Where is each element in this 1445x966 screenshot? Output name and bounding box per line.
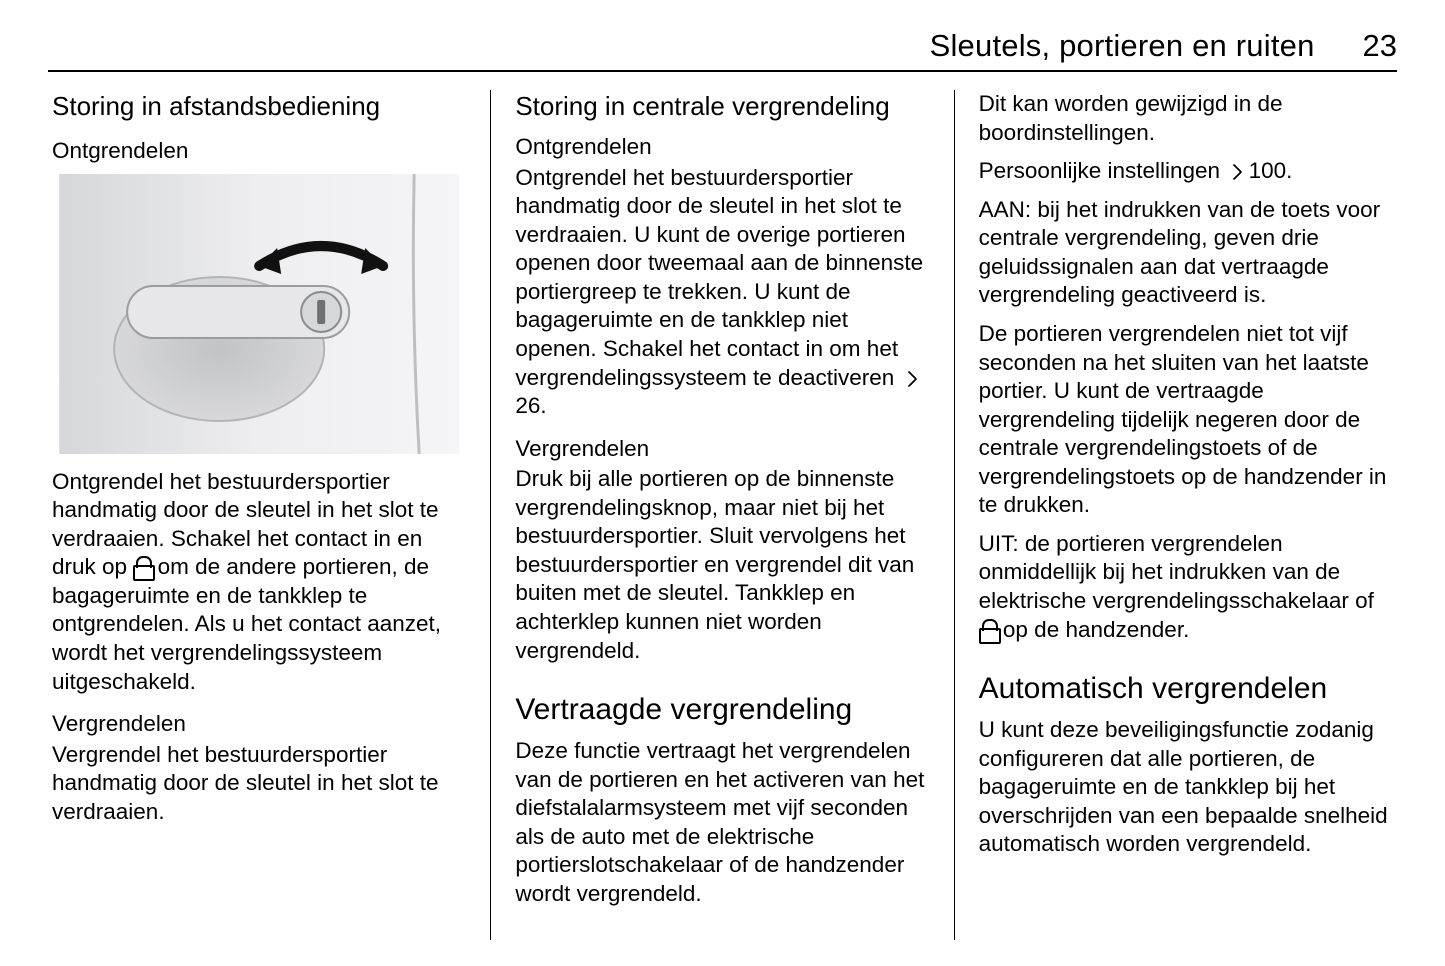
- text: 26.: [515, 393, 546, 418]
- col1-para-lock: Vergrendel het bestuurdersportier handma…: [52, 741, 466, 827]
- col3-para-settings: Dit kan worden gewijzigd in de boordinst…: [979, 90, 1393, 147]
- chapter-title: Sleutels, portieren en ruiten: [930, 28, 1315, 64]
- text: Ontgrendel het bestuurdersportier handma…: [515, 165, 923, 390]
- col3-para-personal: Persoonlijke instellingen 100.: [979, 157, 1393, 186]
- door-handle-figure: [52, 174, 466, 454]
- col2-sub-lock: Vergrendelen: [515, 435, 929, 464]
- text: Persoonlijke instellingen: [979, 158, 1227, 183]
- text: op de handzender.: [997, 617, 1190, 642]
- lock-icon: [133, 556, 151, 578]
- col3-para-off: UIT: de portieren vergrendelen onmiddell…: [979, 530, 1393, 644]
- col3-para-delay: De portieren vergrendelen niet tot vijf …: [979, 320, 1393, 520]
- col1-sub-unlock: Ontgrendelen: [52, 137, 466, 166]
- col3-section-auto: Automatisch vergrendelen: [979, 670, 1393, 708]
- col1-heading: Storing in afstandsbediening: [52, 90, 466, 123]
- col3-para-on: AAN: bij het indrukken van de toets voor…: [979, 196, 1393, 310]
- column-3: Dit kan worden gewijzigd in de boordinst…: [954, 90, 1397, 940]
- page-header: Sleutels, portieren en ruiten 23: [48, 28, 1397, 72]
- column-1: Storing in afstandsbediening Ontgrendele…: [48, 90, 490, 940]
- reference-arrow-icon: [1226, 164, 1242, 180]
- manual-page: Sleutels, portieren en ruiten 23 Storing…: [0, 0, 1445, 966]
- col1-para-unlock: Ontgrendel het bestuurdersportier handma…: [52, 468, 466, 697]
- content-columns: Storing in afstandsbediening Ontgrendele…: [48, 90, 1397, 940]
- lock-icon: [979, 619, 997, 641]
- column-2: Storing in centrale vergrendeling Ontgre…: [490, 90, 953, 940]
- reference-arrow-icon: [901, 371, 917, 387]
- page-number: 23: [1363, 28, 1397, 64]
- col2-para-delayed: Deze functie vertraagt het vergrendelen …: [515, 737, 929, 908]
- col1-sub-lock: Vergrendelen: [52, 710, 466, 739]
- col2-heading: Storing in centrale vergrendeling: [515, 90, 929, 123]
- col2-para-unlock: Ontgrendel het bestuurdersportier handma…: [515, 164, 929, 421]
- col2-para-lock: Druk bij alle portieren op de binnenste …: [515, 465, 929, 665]
- col2-section-delayed: Vertraagde vergrendeling: [515, 691, 929, 729]
- door-handle-illustration: [52, 174, 466, 454]
- col3-para-auto: U kunt deze beveiligingsfunctie zodanig …: [979, 716, 1393, 859]
- text: UIT: de portieren vergrendelen onmiddell…: [979, 531, 1374, 613]
- col2-sub-unlock: Ontgrendelen: [515, 133, 929, 162]
- text: 100.: [1242, 158, 1292, 183]
